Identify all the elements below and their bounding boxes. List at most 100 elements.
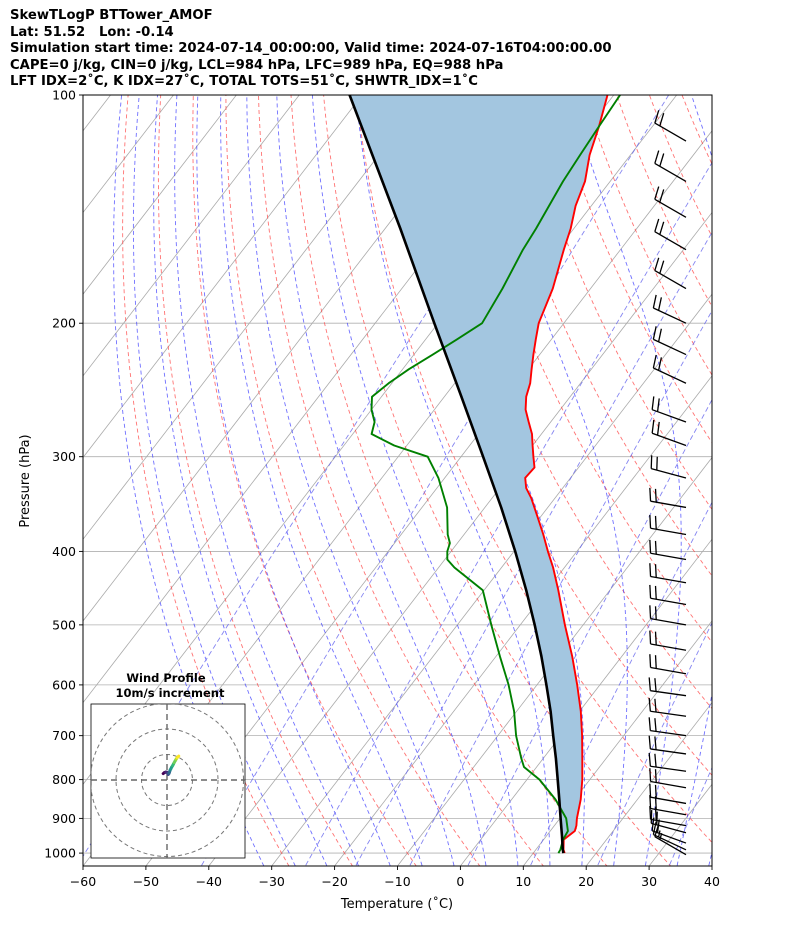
moist-adiabat-line — [676, 95, 712, 866]
moist-adiabat-line — [220, 95, 423, 866]
barb-staff — [650, 730, 687, 737]
moist-adiabat-line — [276, 95, 487, 866]
barb-staff — [650, 690, 687, 697]
temperature-profile-line — [524, 95, 609, 854]
wind-barbs — [648, 110, 687, 856]
barb-feather — [649, 795, 652, 809]
barb-staff — [651, 830, 687, 844]
barb-staff — [654, 269, 687, 290]
moist-adiabat-line — [478, 95, 628, 866]
wind-barb — [654, 150, 687, 182]
barb-staff — [650, 796, 687, 805]
barb-staff — [653, 338, 687, 356]
wind-barb — [651, 396, 687, 423]
isotherm-line — [83, 95, 426, 540]
barb-feather — [659, 112, 665, 127]
moist-adiabat-line — [196, 95, 391, 866]
barb-feather — [654, 564, 657, 578]
x-tick-label: −20 — [321, 874, 347, 889]
chart-title: SkewTLogP BTTower_AMOF — [10, 8, 213, 23]
barb-feather — [648, 752, 651, 767]
isotherm-line — [711, 865, 712, 866]
isotherm-line — [83, 95, 300, 377]
barb-feather — [652, 294, 657, 309]
wind-barb — [648, 677, 687, 697]
barb-feather — [659, 221, 665, 235]
wind-barb — [654, 257, 687, 290]
y-tick-label: 200 — [52, 316, 76, 331]
inset-subtitle: 10m/s increment — [116, 686, 225, 700]
barb-staff — [650, 617, 687, 626]
time-line: Simulation start time: 2024-07-14_00:00:… — [10, 41, 612, 57]
barb-staff — [654, 231, 687, 251]
barb-feather — [648, 717, 651, 731]
wind-barb — [648, 752, 687, 772]
dry-adiabat-line — [122, 95, 290, 866]
x-tick-label: 20 — [578, 874, 594, 889]
mixing-ratio-line — [596, 621, 712, 866]
parcel-path-line — [348, 95, 565, 854]
x-tick-label: 0 — [456, 874, 464, 889]
barb-feather — [654, 753, 657, 768]
x-axis-label: Temperature (˚C) — [340, 896, 453, 912]
wind-barb — [654, 186, 687, 218]
barb-feather — [656, 421, 660, 436]
barb-feather — [654, 515, 657, 530]
isotherm-line — [83, 95, 363, 459]
barb-feather — [652, 326, 657, 340]
barb-feather — [652, 821, 657, 835]
y-tick-label: 600 — [52, 677, 76, 692]
wind-barb — [652, 326, 687, 356]
barb-feather — [659, 260, 665, 274]
barb-feather — [654, 218, 660, 232]
barb-feather — [649, 783, 652, 798]
barb-feather — [654, 540, 657, 555]
y-tick-label: 800 — [52, 772, 76, 787]
barb-feather — [654, 769, 657, 783]
dry-adiabat-line — [192, 95, 417, 866]
moist-adiabat-line — [311, 95, 519, 866]
x-tick-label: −10 — [384, 874, 410, 889]
index-line: LFT IDX=2˚C, K IDX=27˚C, TOTAL TOTS=51˚C… — [10, 74, 478, 90]
barb-feather — [654, 631, 657, 646]
barb-staff — [651, 822, 687, 834]
location-line: Lat: 51.52 Lon: -0.14 — [10, 24, 174, 40]
wind-barb — [648, 717, 687, 737]
moist-adiabat-line — [174, 95, 360, 866]
barb-staff — [650, 818, 687, 827]
wind-barb — [649, 514, 687, 536]
inset-title: Wind Profile — [126, 671, 206, 685]
barb-feather — [652, 354, 657, 369]
barb-feather — [659, 189, 665, 203]
barb-feather — [649, 605, 652, 619]
barb-feather — [649, 630, 652, 645]
isotherm-line — [83, 95, 237, 295]
barb-feather — [649, 563, 652, 577]
moist-adiabat-line — [132, 95, 296, 866]
mixing-ratio-line — [467, 398, 712, 866]
barb-staff — [653, 367, 687, 384]
barb-feather — [649, 768, 652, 782]
barb-feather — [654, 488, 657, 503]
barb-feather — [656, 398, 660, 412]
barb-feather — [648, 735, 651, 749]
isotherm-line — [522, 620, 712, 866]
barb-feather — [648, 677, 651, 691]
moist-adiabat-line — [569, 95, 682, 866]
barb-feather — [654, 784, 657, 799]
wind-barb — [654, 218, 687, 251]
dry-adiabat-line — [225, 95, 481, 866]
barb-staff — [650, 597, 687, 606]
mixing-ratio-line — [83, 95, 568, 858]
barb-feather — [654, 698, 657, 713]
barb-staff — [651, 432, 687, 447]
y-tick-label: 700 — [52, 728, 76, 743]
y-tick-label: 100 — [52, 88, 76, 103]
barb-feather — [654, 678, 657, 692]
x-tick-label: −40 — [196, 874, 222, 889]
barb-staff — [650, 552, 687, 561]
barb-staff — [654, 162, 687, 182]
wind-barb — [649, 605, 687, 626]
barb-feather — [651, 396, 655, 410]
